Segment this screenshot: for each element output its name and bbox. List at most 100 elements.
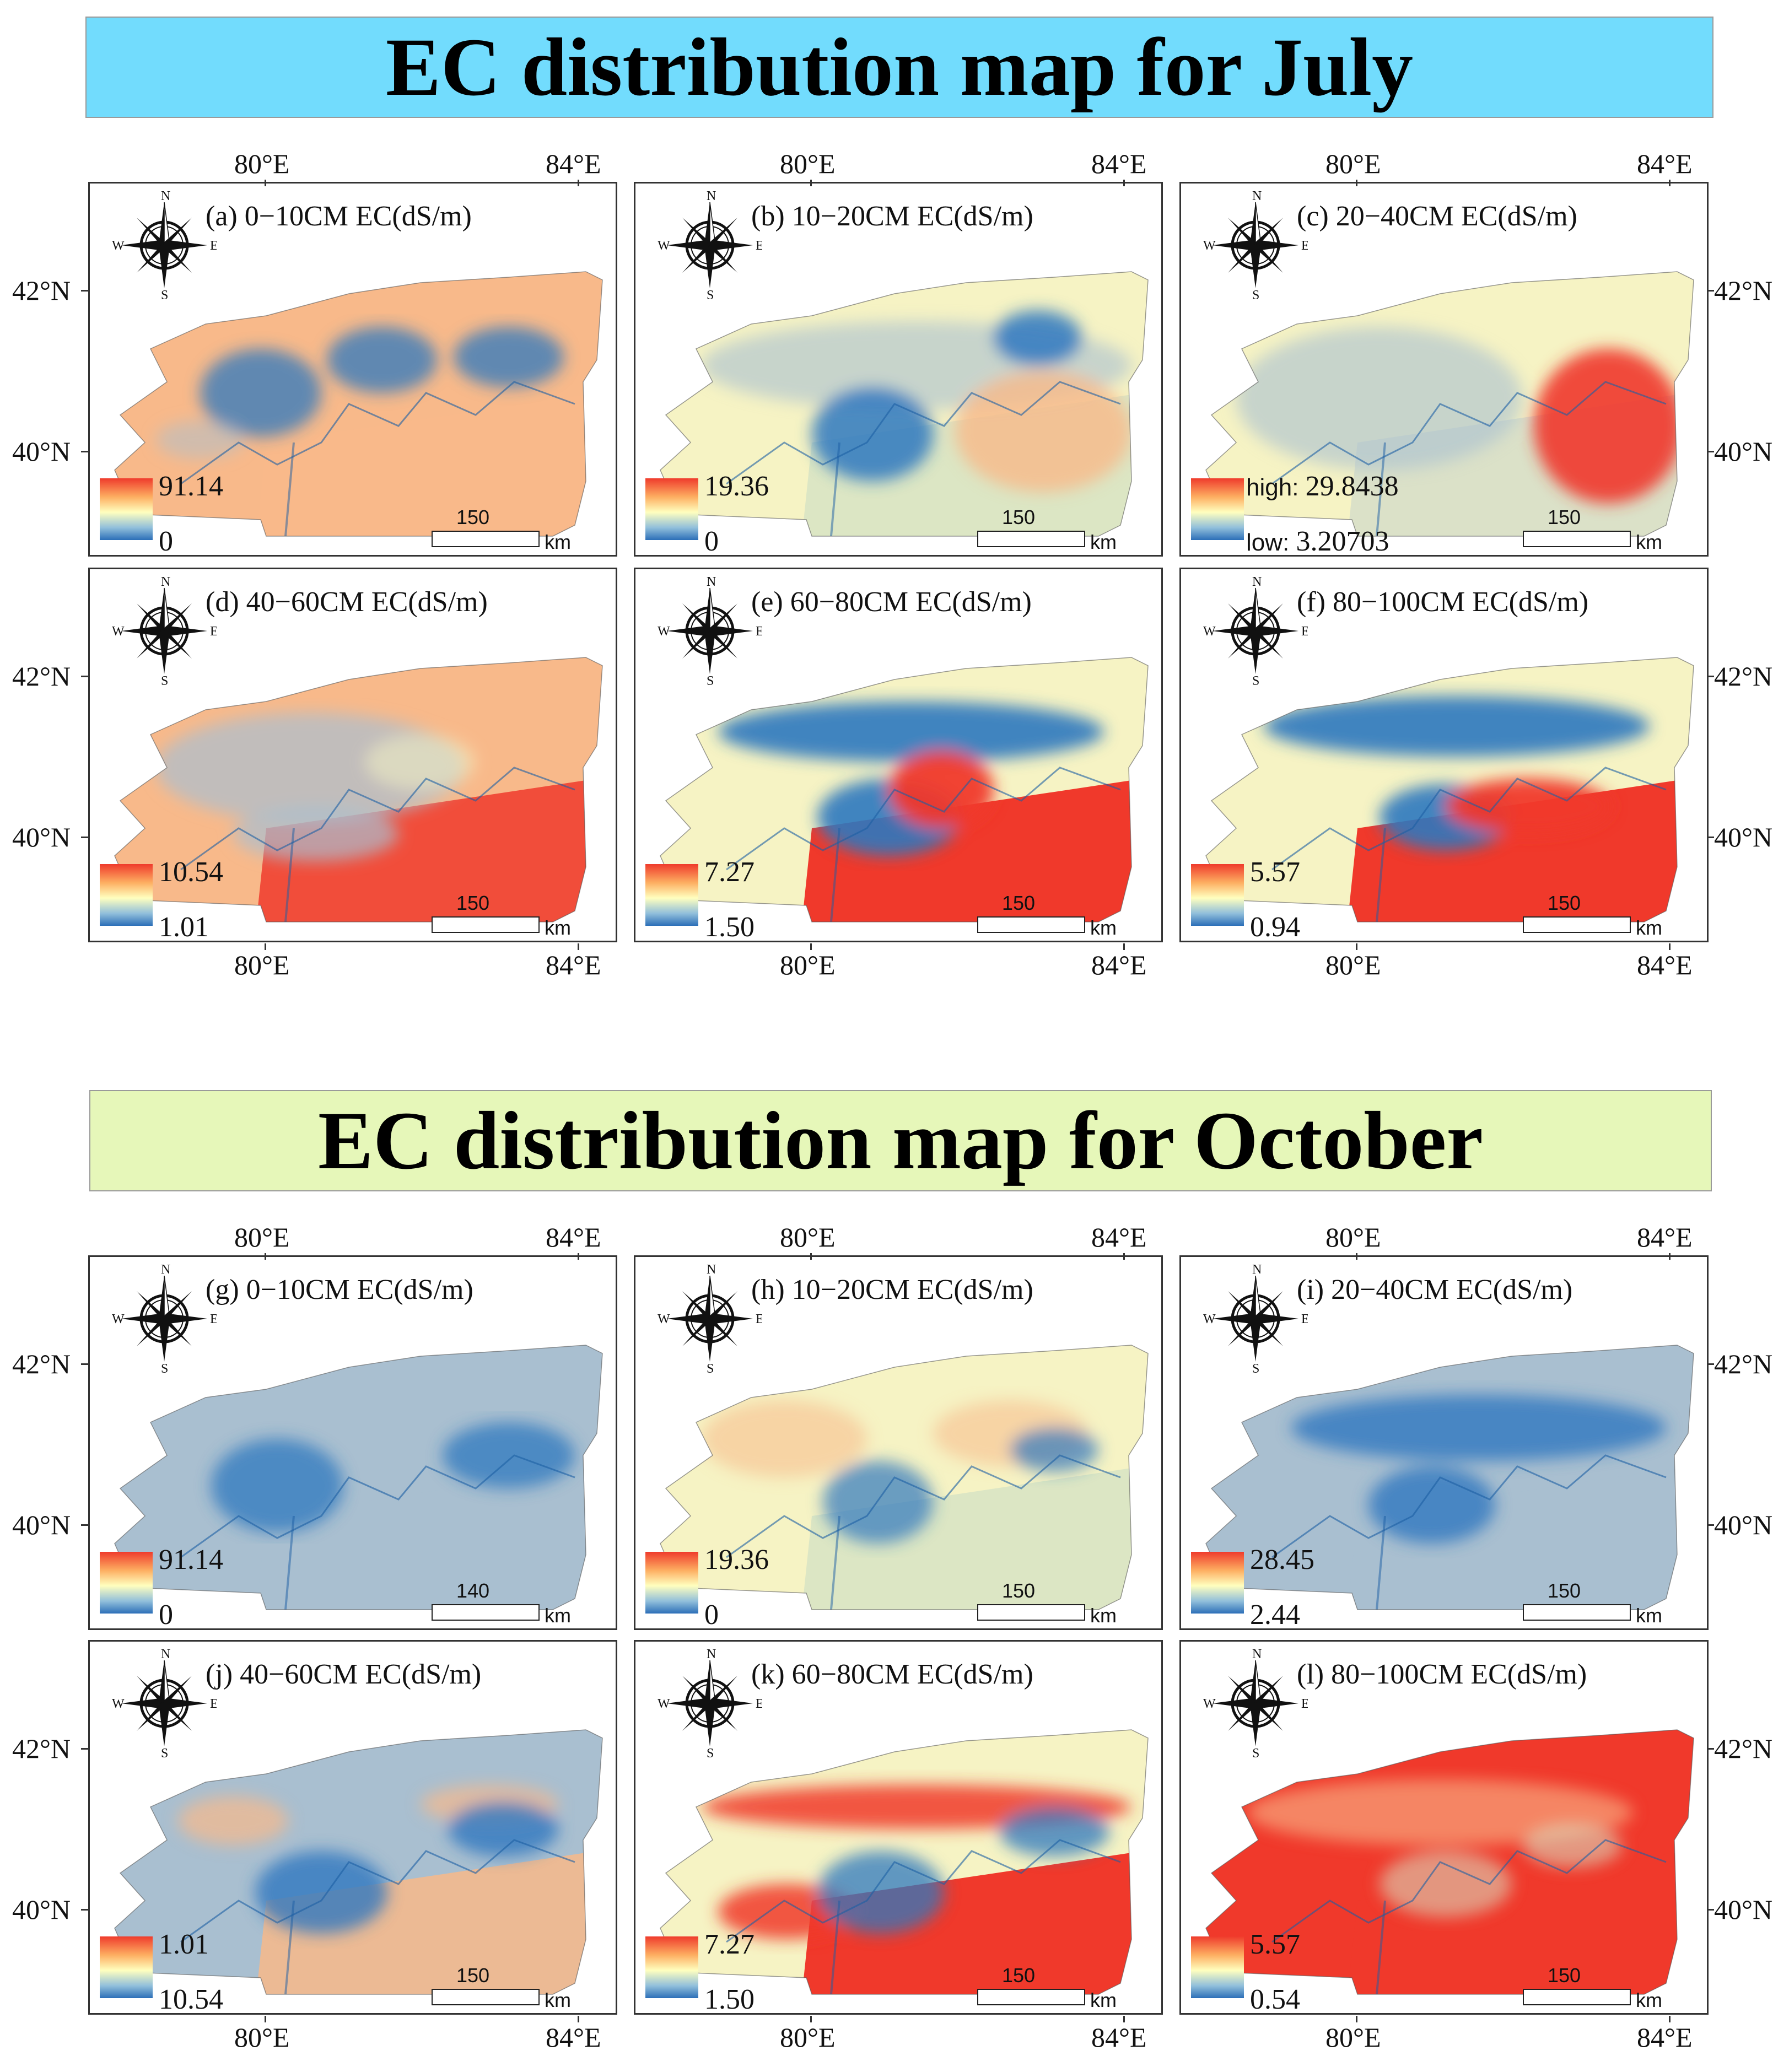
lon-label-80e: 80°E — [234, 949, 290, 980]
lat-label-40n: 40°N — [12, 436, 71, 467]
legend-min-number: 1.50 — [704, 911, 755, 943]
scale-bar — [1523, 531, 1631, 547]
map-j-image — [114, 1729, 603, 1995]
graticule-tick — [578, 2016, 579, 2022]
graticule-tick — [265, 943, 266, 950]
graticule-tick — [1123, 2016, 1125, 2022]
graticule-tick — [265, 180, 266, 186]
compass-e-label: E — [756, 239, 762, 253]
legend-min-prefix: low: — [1246, 529, 1296, 556]
map-panel-h: N S W E (h) 10−20CM EC(dS/m) 19.36 0 150 km — [634, 1255, 1163, 1631]
scale-bar — [1523, 1604, 1631, 1621]
lat-label-42n: 42°N — [12, 661, 71, 692]
map-i-image — [1205, 1345, 1694, 1610]
legend-min-number: 0 — [704, 1599, 719, 1631]
lon-label-80e: 80°E — [1325, 949, 1381, 980]
graticule-tick — [578, 943, 579, 950]
legend-min-number: 2.44 — [1250, 1599, 1300, 1631]
scale-bar-distance: 150 — [1548, 892, 1581, 914]
july-banner-title: EC distribution map for July — [385, 21, 1414, 113]
legend-max-number: 91.14 — [159, 471, 223, 502]
panel-g-title: (g) 0−10CM EC(dS/m) — [206, 1274, 473, 1305]
map-e-image — [660, 657, 1149, 922]
graticule-tick — [1709, 451, 1714, 452]
lat-label-42n: 42°N — [12, 275, 71, 306]
compass-n-label: N — [707, 190, 716, 203]
legend-color-ramp — [1191, 1936, 1244, 1998]
lon-label-84e: 84°E — [546, 148, 601, 179]
legend-max-number: 19.36 — [704, 1544, 769, 1575]
graticule-tick — [81, 1363, 89, 1365]
panel-b-title: (b) 10−20CM EC(dS/m) — [751, 201, 1033, 232]
map-c-image — [1205, 271, 1694, 537]
panel-e-title: (e) 60−80CM EC(dS/m) — [751, 586, 1032, 618]
lon-label-80e: 80°E — [1325, 2022, 1381, 2053]
legend-min-number: 1.50 — [704, 1984, 755, 2015]
graticule-tick — [810, 180, 812, 186]
graticule-tick — [1669, 1253, 1671, 1260]
legend-max-value: high: 29.8438 — [1246, 470, 1399, 503]
compass-e-label: E — [210, 1312, 217, 1326]
scale-bar — [432, 1604, 540, 1621]
compass-w-label: W — [1203, 624, 1216, 639]
compass-w-label: W — [1203, 1312, 1216, 1326]
graticule-tick — [810, 943, 812, 950]
lon-label-84e: 84°E — [1091, 1222, 1147, 1253]
lon-label-84e: 84°E — [1637, 148, 1693, 179]
lon-label-80e: 80°E — [780, 1222, 836, 1253]
map-panel-a: N S W E (a) 0−10CM EC(dS/m) 91.14 0 150 km — [88, 182, 617, 557]
graticule-tick — [1123, 180, 1125, 186]
graticule-tick — [1669, 943, 1671, 950]
graticule-tick — [1709, 837, 1714, 838]
graticule-tick — [578, 180, 579, 186]
legend-color-ramp — [645, 864, 698, 926]
graticule-tick — [1669, 180, 1671, 186]
graticule-tick — [810, 2016, 812, 2022]
legend-min-value: 0.54 — [1250, 1983, 1300, 2016]
legend-max-value: 19.36 — [704, 1544, 769, 1576]
lon-label-84e: 84°E — [546, 949, 601, 980]
compass-rose-icon: N S W E — [112, 189, 218, 303]
scale-bar-unit: km — [1636, 531, 1662, 553]
map-f-image — [1205, 657, 1694, 922]
panel-f-title: (f) 80−100CM EC(dS/m) — [1297, 586, 1589, 618]
map-panel-c: N S W E (c) 20−40CM EC(dS/m) high: 29.8438 low… — [1179, 182, 1709, 557]
legend-max-number: 5.57 — [1250, 1929, 1300, 1960]
panel-c-title: (c) 20−40CM EC(dS/m) — [1297, 201, 1577, 232]
compass-n-label: N — [161, 1264, 170, 1277]
scale-bar — [977, 1989, 1085, 2005]
scale-bar-distance: 150 — [1548, 1964, 1581, 1987]
map-l-image — [1205, 1729, 1694, 1995]
legend-min-number: 0.54 — [1250, 1984, 1300, 2015]
compass-s-label: S — [707, 288, 714, 300]
legend-min-value: 0.94 — [1250, 911, 1300, 943]
lon-label-80e: 80°E — [234, 1222, 290, 1253]
legend-max-number: 5.57 — [1250, 856, 1300, 888]
lat-label-42n: 42°N — [12, 1348, 71, 1379]
lat-label-40n: 40°N — [12, 1509, 71, 1540]
legend-min-value: 1.50 — [704, 1983, 755, 2016]
lat-label-42n: 42°N — [12, 1733, 71, 1764]
compass-s-label: S — [161, 1746, 168, 1758]
compass-w-label: W — [112, 624, 125, 639]
scale-bar-distance: 150 — [1548, 506, 1581, 528]
map-panel-k: N S W E (k) 60−80CM EC(dS/m) 7.27 1.50 150 km — [634, 1640, 1163, 2015]
map-d-image — [114, 657, 603, 922]
legend-color-ramp — [100, 1936, 153, 1998]
panel-k-title: (k) 60−80CM EC(dS/m) — [751, 1659, 1033, 1690]
panel-l-title: (l) 80−100CM EC(dS/m) — [1297, 1659, 1587, 1690]
legend-max-number: 28.45 — [1250, 1544, 1314, 1575]
legend-min-number: 3.20703 — [1296, 526, 1389, 557]
legend-max-value: 7.27 — [704, 1928, 755, 1961]
compass-e-label: E — [756, 624, 762, 639]
lon-label-84e: 84°E — [1091, 949, 1147, 980]
scale-bar-distance: 150 — [1002, 506, 1036, 528]
compass-n-label: N — [1252, 1648, 1262, 1661]
compass-rose-icon: N S W E — [112, 1262, 218, 1376]
graticule-tick — [1669, 2016, 1671, 2022]
compass-w-label: W — [112, 239, 125, 253]
compass-s-label: S — [161, 1362, 168, 1374]
scale-bar — [432, 916, 540, 933]
map-panel-l: N S W E (l) 80−100CM EC(dS/m) 5.57 0.54 150 km — [1179, 1640, 1709, 2015]
scale-bar-distance: 150 — [1002, 892, 1036, 914]
